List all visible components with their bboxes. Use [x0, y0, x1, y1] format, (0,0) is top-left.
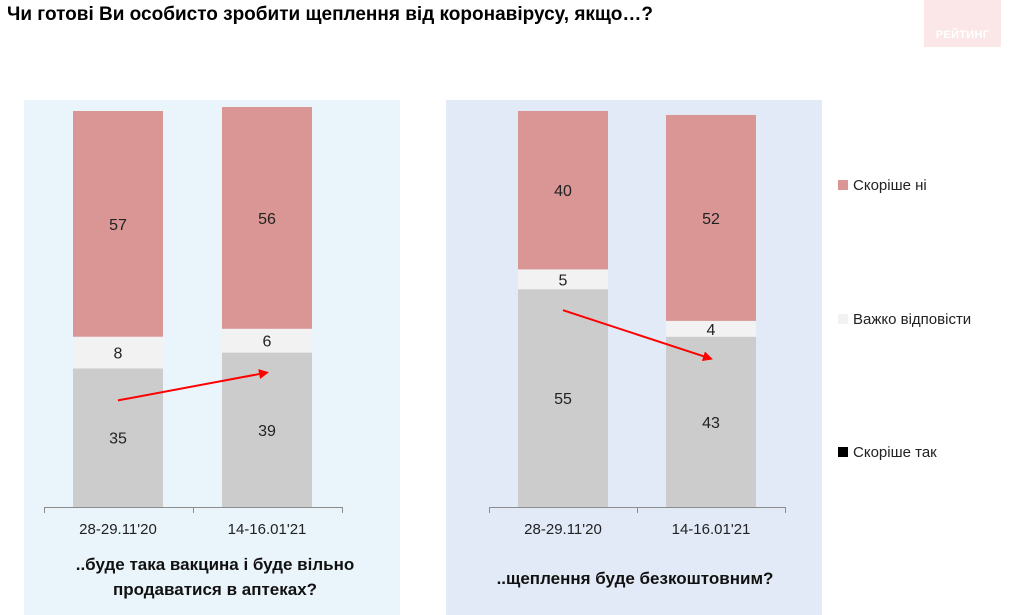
group-caption-free-vaccination: ..щеплення буде безкоштовним? [445, 566, 825, 591]
data-label: 52 [702, 211, 720, 228]
legend-label: Важко відповісти [853, 311, 971, 328]
bar-segment [73, 111, 163, 337]
rating-logo: РЕЙТИНГ [924, 0, 1001, 47]
data-label: 6 [263, 334, 272, 351]
x-tick-label: 14-16.01'21 [672, 521, 751, 538]
bar-segment [666, 114, 756, 321]
bar-segment [518, 269, 608, 290]
legend-swatch [838, 314, 848, 324]
data-label: 35 [109, 431, 127, 448]
group-caption-vaccine-in-pharmacies: ..буде така вакцина і буде вільно продав… [40, 552, 390, 602]
data-label: 57 [109, 217, 127, 234]
caption-line: ..щеплення буде безкоштовним? [496, 569, 774, 588]
data-label: 4 [707, 322, 716, 339]
bar-segment [73, 336, 163, 369]
bar-segment [518, 111, 608, 270]
data-label: 39 [258, 423, 276, 440]
data-label: 55 [554, 391, 572, 408]
bar-segment [666, 336, 756, 507]
data-label: 8 [114, 346, 123, 363]
page-title: Чи готові Ви особисто зробити щеплення в… [7, 4, 653, 25]
bar-segment [666, 320, 756, 337]
data-label: 56 [258, 211, 276, 228]
bar-segment [73, 368, 163, 507]
data-label: 5 [559, 272, 568, 289]
x-tick-label: 14-16.01'21 [228, 521, 307, 538]
data-label: 43 [702, 415, 720, 432]
x-tick-label: 28-29.11'20 [79, 521, 157, 538]
trend-arrow [562, 309, 713, 361]
legend-swatch [838, 447, 848, 457]
logo-text: РЕЙТИНГ [935, 29, 990, 41]
x-tick-label: 28-29.11'20 [524, 521, 602, 538]
data-label: 40 [554, 183, 572, 200]
bar-segment [222, 107, 312, 329]
legend-label: Скоріше ні [853, 177, 927, 194]
panel-background-1 [446, 100, 822, 615]
caption-line: продаватися в аптеках? [112, 580, 318, 599]
legend-swatch [838, 180, 848, 190]
bar-segment [222, 328, 312, 353]
legend-label: Скоріше так [853, 444, 937, 461]
caption-line: ..буде така вакцина і буде вільно [75, 555, 355, 574]
bar-segment [518, 289, 608, 507]
trend-arrow [117, 369, 269, 402]
